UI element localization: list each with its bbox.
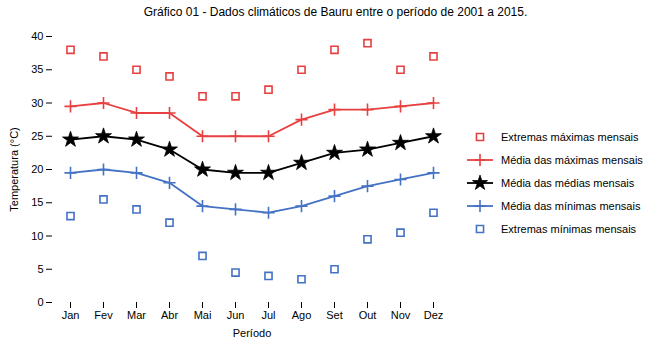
svg-text:Jun: Jun bbox=[227, 309, 245, 321]
svg-text:Abr: Abr bbox=[161, 309, 178, 321]
svg-text:Out: Out bbox=[359, 309, 377, 321]
svg-text:Fev: Fev bbox=[94, 309, 113, 321]
html-text:Média das máximas mensais: Média das máximas mensais bbox=[501, 154, 643, 166]
html-text:Extremas máximas mensais: Extremas máximas mensais bbox=[501, 131, 639, 143]
svg-text:10: 10 bbox=[31, 230, 43, 242]
svg-text:Set: Set bbox=[326, 309, 343, 321]
svg-text:5: 5 bbox=[37, 263, 43, 275]
svg-text:40: 40 bbox=[31, 30, 43, 42]
svg-text:25: 25 bbox=[31, 130, 43, 142]
html-text:Média das médias mensais: Média das médias mensais bbox=[501, 177, 635, 189]
svg-text:0: 0 bbox=[37, 296, 43, 308]
html-text:Gráfico 01 - Dados climáticos: Gráfico 01 - Dados climáticos de Bauru e… bbox=[143, 5, 528, 19]
svg-text:Jan: Jan bbox=[62, 309, 80, 321]
svg-text:Mar: Mar bbox=[127, 309, 146, 321]
svg-text:Temperatura (°C): Temperatura (°C) bbox=[8, 127, 20, 211]
svg-text:30: 30 bbox=[31, 97, 43, 109]
svg-text:Nov: Nov bbox=[391, 309, 411, 321]
svg-text:Ago: Ago bbox=[292, 309, 312, 321]
svg-text:Jul: Jul bbox=[261, 309, 275, 321]
svg-text:35: 35 bbox=[31, 63, 43, 75]
html-text:Extremas mínimas mensais: Extremas mínimas mensais bbox=[501, 223, 637, 235]
svg-text:15: 15 bbox=[31, 196, 43, 208]
svg-text:20: 20 bbox=[31, 163, 43, 175]
svg-text:Período: Período bbox=[233, 327, 272, 339]
html-text:Média das mínimas mensais: Média das mínimas mensais bbox=[501, 200, 641, 212]
svg-text:Dez: Dez bbox=[424, 309, 444, 321]
svg-text:Mai: Mai bbox=[194, 309, 212, 321]
